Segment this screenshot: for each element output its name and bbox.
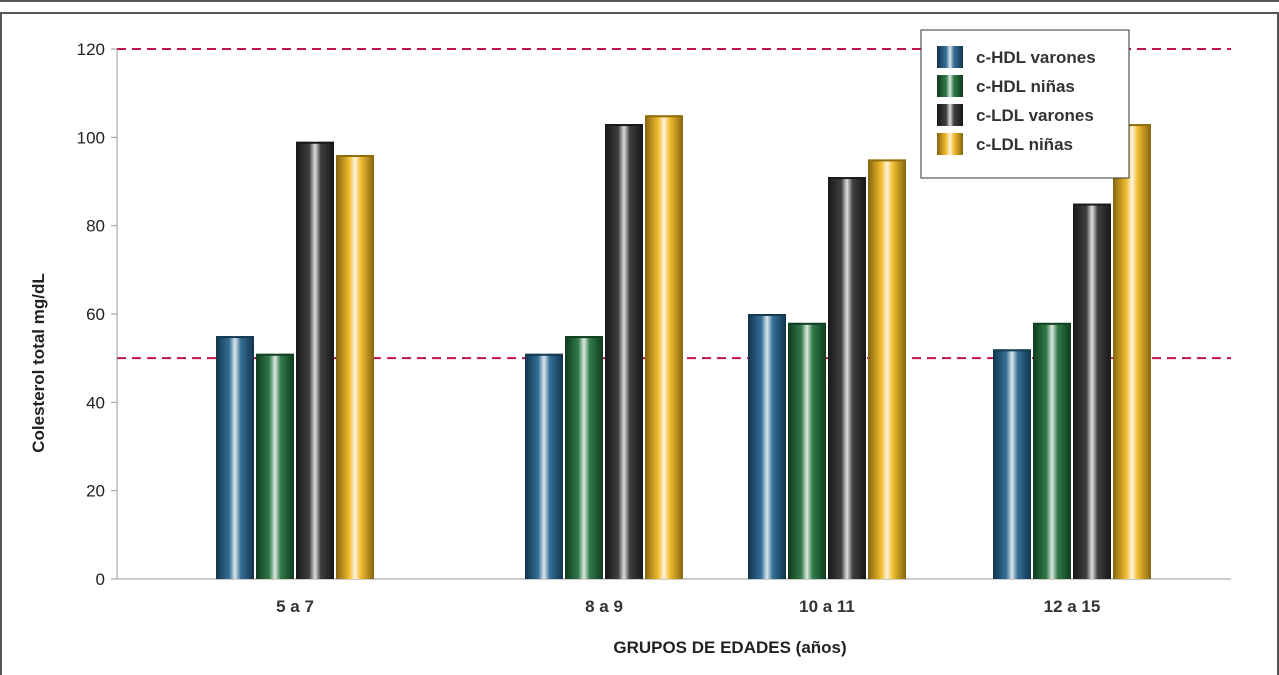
bar xyxy=(645,115,683,579)
bar-top-edge xyxy=(336,155,374,157)
y-tick-label: 120 xyxy=(77,40,105,59)
bar-top-edge xyxy=(828,177,866,180)
legend-label: c-HDL niñas xyxy=(976,77,1075,96)
bar xyxy=(296,141,334,579)
bar xyxy=(1113,124,1151,579)
legend-label: c-LDL niñas xyxy=(976,135,1073,154)
x-axis-title: GRUPOS DE EDADES (años) xyxy=(613,638,846,657)
bar-top-edge xyxy=(256,353,294,356)
legend-swatch xyxy=(937,133,963,155)
y-tick-label: 40 xyxy=(86,393,105,412)
legend: c-HDL varones c-HDL niñas c-LDL varones c-L… xyxy=(920,29,1130,179)
bar-top-edge xyxy=(565,336,603,339)
bar xyxy=(216,336,254,579)
bar xyxy=(1073,203,1111,580)
bar-top-edge xyxy=(748,314,786,316)
legend-swatch xyxy=(937,104,963,126)
y-tick-label: 0 xyxy=(96,570,105,589)
bar-top-edge xyxy=(868,159,906,162)
bar xyxy=(336,155,374,579)
legend-label: c-LDL varones xyxy=(976,106,1094,125)
bar-top-edge xyxy=(788,322,826,325)
bar xyxy=(525,353,563,579)
bar-top-edge xyxy=(296,141,334,144)
x-tick-label: 10 a 11 xyxy=(799,597,855,616)
y-tick-label: 80 xyxy=(86,217,105,236)
bar-top-edge xyxy=(993,349,1031,352)
top-frame-bar xyxy=(0,0,1279,14)
bar-top-edge xyxy=(1113,124,1151,127)
bar xyxy=(256,353,294,579)
y-axis-title: Colesterol total mg/dL xyxy=(29,273,48,452)
x-tick-label: 12 a 15 xyxy=(1044,597,1101,616)
bar-top-edge xyxy=(645,115,683,118)
bar xyxy=(605,124,643,579)
bar xyxy=(748,314,786,579)
bar-top-edge xyxy=(1033,322,1071,325)
x-tick-label: 5 a 7 xyxy=(276,597,314,616)
left-frame-border xyxy=(0,12,2,675)
legend-label: c-HDL varones xyxy=(976,48,1096,67)
y-tick-label: 60 xyxy=(86,305,105,324)
bar-top-edge xyxy=(1073,203,1111,206)
bar xyxy=(828,177,866,580)
bar-top-edge xyxy=(605,124,643,127)
bar xyxy=(993,349,1031,579)
bar xyxy=(1033,322,1071,579)
y-tick-label: 20 xyxy=(86,482,105,501)
bar xyxy=(868,159,906,579)
bar xyxy=(788,322,826,579)
bar-top-edge xyxy=(216,336,254,339)
legend-swatch xyxy=(937,75,963,97)
bar-top-edge xyxy=(525,353,563,356)
legend-swatch xyxy=(937,46,963,68)
y-tick-label: 100 xyxy=(77,128,105,147)
bar xyxy=(565,336,603,579)
x-tick-label: 8 a 9 xyxy=(585,597,623,616)
right-frame-border xyxy=(1277,12,1279,675)
